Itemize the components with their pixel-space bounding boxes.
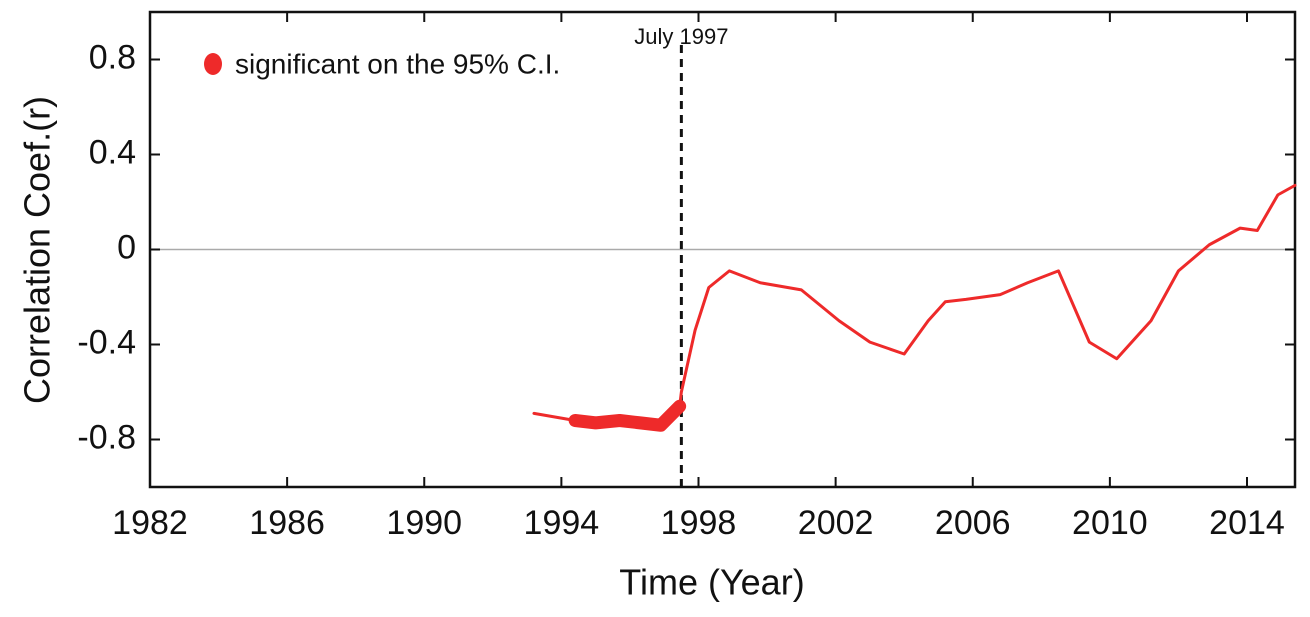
x-tick-label: 2014 [1209, 504, 1285, 542]
y-tick-label: 0.8 [89, 38, 136, 76]
annotation-text: July 1997 [634, 24, 728, 49]
significant-line [568, 399, 687, 432]
x-tick-label: 1998 [661, 504, 737, 542]
x-tick-label: 1982 [112, 504, 188, 542]
x-axis-label: Time (Year) [619, 562, 804, 603]
y-axis-label: Correlation Coef.(r) [17, 96, 58, 404]
x-tick-label: 2006 [935, 504, 1011, 542]
plot-frame [148, 10, 1297, 489]
legend-label: significant on the 95% C.I. [235, 48, 560, 79]
y-tick-label: 0.4 [89, 133, 136, 171]
x-tick-label: 1994 [524, 504, 600, 542]
data-line [532, 183, 1297, 427]
y-tick-label: -0.4 [77, 323, 136, 361]
x-tick-label: 2002 [798, 504, 874, 542]
x-tick-label: 2010 [1072, 504, 1148, 542]
y-tick-label: 0 [117, 228, 136, 266]
legend-marker [204, 53, 222, 75]
x-tick-label: 1990 [386, 504, 462, 542]
y-tick-label: -0.8 [77, 418, 136, 456]
x-tick-label: 1986 [249, 504, 325, 542]
